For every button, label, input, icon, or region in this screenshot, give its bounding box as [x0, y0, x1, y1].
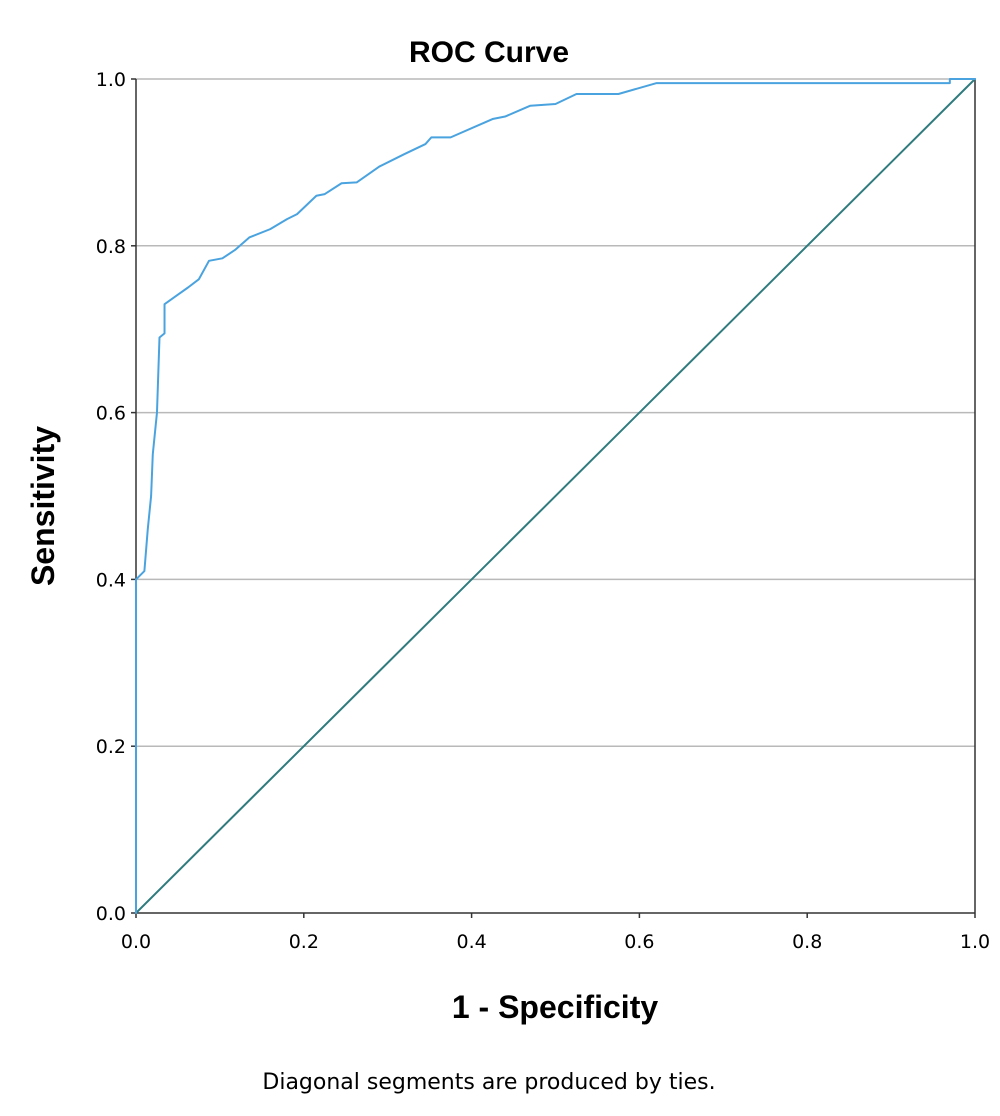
x-tick-label-1: 0.2	[289, 931, 319, 953]
x-tick-label-5: 1.0	[960, 931, 990, 953]
x-tick-label-4: 0.8	[792, 931, 822, 953]
chart-title: ROC Curve	[409, 36, 569, 69]
series-layer	[135, 78, 976, 914]
reference-diagonal-line	[135, 78, 976, 914]
tick-labels: 0.0 0.2 0.4 0.6 0.8 1.0 0.0 0.2 0.4 0.6 0.8 1.0	[96, 69, 990, 953]
x-axis-label: 1 - Specificity	[452, 989, 659, 1025]
y-tick-label-1: 0.2	[96, 736, 126, 758]
y-axis-label: Sensitivity	[25, 426, 61, 586]
y-tick-label-2: 0.4	[96, 569, 126, 591]
y-tick-label-5: 1.0	[96, 69, 126, 91]
roc-curve-line	[135, 78, 976, 914]
y-tick-label-0: 0.0	[96, 903, 126, 925]
x-tick-label-2: 0.4	[456, 931, 486, 953]
y-tick-label-3: 0.6	[96, 403, 126, 425]
x-tick-label-0: 0.0	[121, 931, 151, 953]
footnote: Diagonal segments are produced by ties.	[262, 1070, 715, 1095]
gridlines	[136, 78, 975, 747]
y-tick-label-4: 0.8	[96, 236, 126, 258]
x-tick-label-3: 0.6	[624, 931, 654, 953]
